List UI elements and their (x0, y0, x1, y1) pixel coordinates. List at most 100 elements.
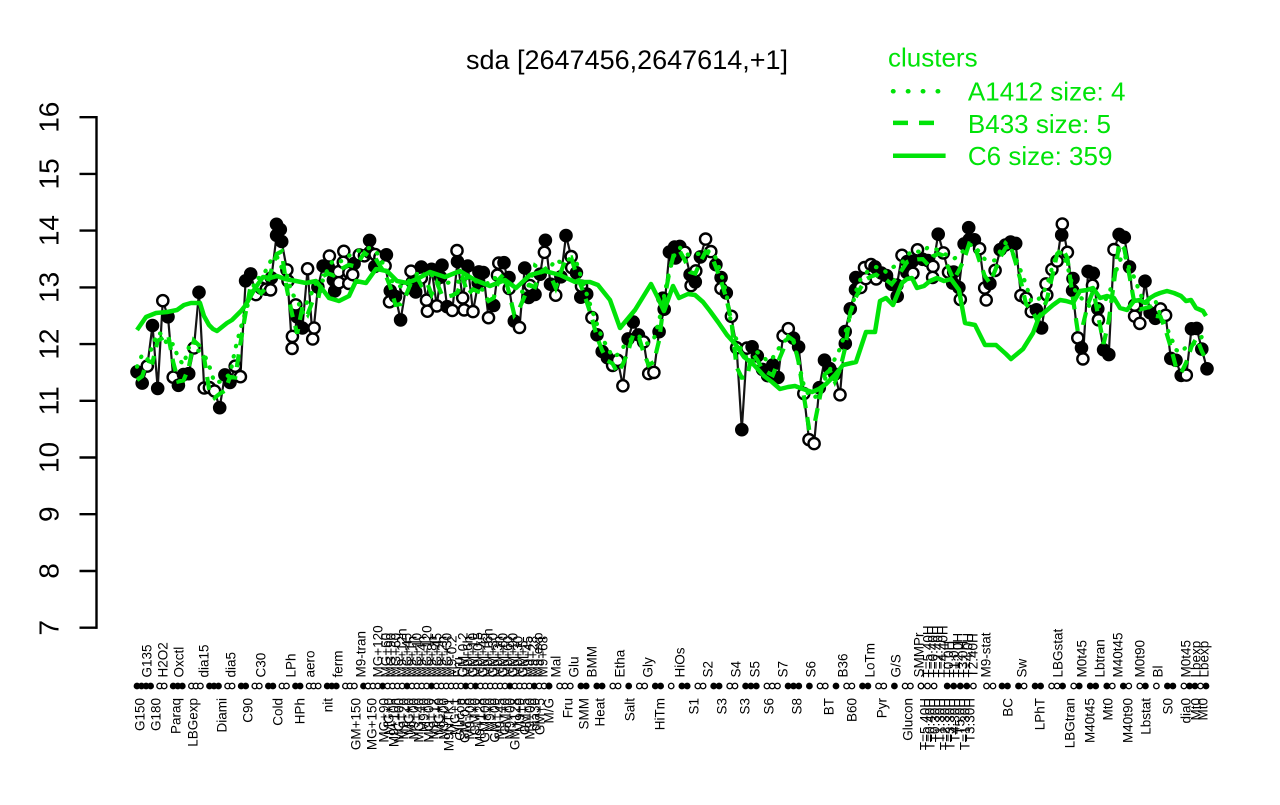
svg-text:7: 7 (34, 620, 65, 636)
svg-text:HiOs: HiOs (673, 647, 688, 677)
svg-text:BT: BT (822, 698, 837, 715)
svg-text:Diami: Diami (215, 698, 230, 733)
svg-text:H2O2: H2O2 (156, 642, 171, 677)
svg-text:M9+60: M9+60 (501, 636, 516, 678)
svg-text:15: 15 (34, 158, 65, 189)
svg-text:T1.0H: T1.0H (947, 641, 962, 678)
svg-text:T2.40H: T2.40H (966, 633, 981, 677)
svg-text:MG+10: MG+10 (410, 633, 425, 678)
svg-text:B60: B60 (845, 698, 860, 722)
svg-text:T=0.40H: T=0.40H (926, 625, 941, 677)
svg-text:GM+00: GM+00 (488, 698, 503, 743)
svg-text:M9+2h: M9+2h (435, 636, 450, 678)
svg-text:M9+3h: M9+3h (491, 636, 506, 678)
svg-text:C30: C30 (254, 653, 269, 678)
svg-text:Mt0: Mt0 (1189, 698, 1204, 721)
svg-text:Cold: Cold (271, 698, 286, 726)
svg-text:MG+00: MG+00 (392, 698, 407, 743)
svg-text:M9+00: M9+00 (523, 698, 538, 740)
svg-text:M0t45: M0t45 (1179, 640, 1194, 678)
svg-text:8: 8 (34, 563, 65, 579)
svg-text:Glucon: Glucon (453, 698, 468, 741)
svg-text:Bl: Bl (1151, 665, 1166, 677)
svg-text:M9+00: M9+00 (407, 698, 422, 740)
svg-text:MG+40: MG+40 (412, 698, 427, 743)
svg-text:MG+60: MG+60 (379, 633, 394, 678)
svg-text:M9+20: M9+20 (397, 698, 412, 740)
svg-text:dia15: dia15 (197, 644, 212, 677)
svg-text:MG+120: MG+120 (420, 625, 435, 677)
svg-text:GM-0.8: GM-0.8 (458, 698, 473, 743)
svg-text:nit: nit (321, 698, 336, 713)
svg-text:GM+00: GM+00 (478, 698, 493, 743)
svg-text:dia5: dia5 (224, 652, 239, 678)
svg-text:M40t45: M40t45 (1083, 698, 1098, 743)
svg-text:S3: S3 (715, 698, 730, 715)
svg-text:T=2.30H: T=2.30H (938, 698, 953, 750)
svg-text:M9+00: M9+00 (503, 698, 518, 740)
svg-text:M/G: M/G (542, 698, 557, 724)
svg-text:SMMPr: SMMPr (912, 632, 927, 678)
svg-text:M9+10h: M9+10h (387, 698, 402, 747)
svg-text:clusters: clusters (888, 43, 978, 73)
svg-text:C6 size: 359: C6 size: 359 (968, 141, 1113, 171)
svg-text:M9+68: M9+68 (536, 636, 551, 678)
svg-text:S6: S6 (762, 698, 777, 715)
svg-text:Mal: Mal (549, 656, 564, 678)
svg-text:M40t90: M40t90 (1121, 698, 1136, 743)
svg-text:M9-exp: M9-exp (531, 632, 546, 677)
svg-text:S0: S0 (1161, 698, 1176, 715)
svg-text:MG+0: MG+0 (402, 698, 417, 735)
svg-text:LPh: LPh (284, 653, 299, 677)
svg-text:M9+28: M9+28 (526, 636, 541, 678)
svg-text:LoTm: LoTm (863, 643, 878, 678)
svg-text:MG+0: MG+0 (432, 698, 447, 735)
svg-text:GM-0.2: GM-0.2 (456, 632, 471, 677)
svg-text:S7: S7 (776, 661, 791, 678)
svg-text:T=2.0H: T=2.0H (951, 633, 966, 678)
svg-text:M9+30: M9+30 (511, 636, 526, 678)
svg-text:T=4.40H: T=4.40H (936, 625, 951, 677)
svg-text:GM+5: GM+5 (533, 698, 548, 735)
svg-text:T=3.30H: T=3.30H (943, 698, 958, 750)
svg-text:GM+150: GM+150 (349, 698, 364, 750)
svg-text:M0t45: M0t45 (1075, 640, 1090, 678)
svg-text:T=1.30H: T=1.30H (958, 698, 973, 750)
svg-text:Lbexp: Lbexp (1189, 641, 1204, 678)
svg-text:T=4.0H: T=4.0H (961, 633, 976, 678)
svg-text:Etha: Etha (613, 649, 628, 677)
svg-text:C90: C90 (241, 698, 256, 723)
svg-text:MG+1: MG+1 (448, 698, 463, 735)
svg-text:M9-0.2: M9-0.2 (445, 635, 460, 677)
svg-text:M9+6h: M9+6h (461, 636, 476, 678)
svg-text:Pyr: Pyr (875, 697, 890, 718)
svg-text:M9-stat: M9-stat (979, 632, 994, 677)
svg-text:M9+0: M9+0 (417, 698, 432, 732)
svg-text:T3.0H: T3.0H (956, 641, 971, 678)
svg-text:T=5.40H: T=5.40H (918, 698, 933, 750)
svg-text:MG+150: MG+150 (365, 698, 380, 750)
svg-text:aero: aero (303, 650, 318, 677)
svg-text:GM+0: GM+0 (468, 698, 483, 735)
svg-text:S2: S2 (701, 661, 716, 678)
svg-text:GM+90: GM+90 (506, 633, 521, 678)
svg-text:S1: S1 (687, 698, 702, 715)
svg-text:LPhT: LPhT (1033, 698, 1048, 730)
svg-text:M9+1h: M9+1h (405, 636, 420, 678)
svg-text:GM+60: GM+60 (496, 633, 511, 678)
svg-text:T=0.40H: T=0.40H (923, 698, 938, 750)
svg-text:GM+30: GM+30 (486, 633, 501, 678)
svg-text:MG+30: MG+30 (440, 633, 455, 678)
svg-text:14: 14 (34, 215, 65, 246)
svg-text:Oxctl: Oxctl (172, 647, 187, 678)
svg-text:B433 size: 5: B433 size: 5 (968, 109, 1111, 139)
svg-text:G180: G180 (149, 698, 164, 731)
svg-text:M0t90: M0t90 (1133, 640, 1148, 678)
svg-text:11: 11 (34, 386, 65, 415)
svg-text:MG+45: MG+45 (430, 633, 445, 678)
svg-text:T=5.40H: T=5.40H (921, 625, 936, 677)
svg-text:M9+4h: M9+4h (415, 636, 430, 678)
svg-text:M9+8h: M9+8h (425, 636, 440, 678)
svg-text:dia30: dia30 (528, 698, 543, 731)
svg-text:M40t45: M40t45 (1111, 632, 1126, 677)
